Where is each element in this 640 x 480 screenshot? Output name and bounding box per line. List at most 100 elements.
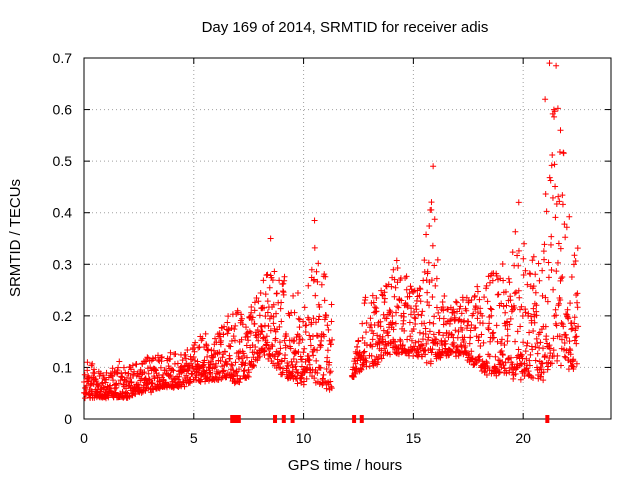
data-point: [264, 298, 271, 305]
data-point: [424, 289, 431, 296]
data-point: [474, 283, 481, 290]
data-point: [387, 308, 394, 315]
data-point: [189, 345, 196, 352]
gap-marker: [352, 415, 357, 423]
data-point: [390, 326, 397, 333]
data-point: [534, 340, 541, 347]
data-point: [544, 298, 551, 305]
data-point: [505, 355, 512, 362]
data-point: [421, 320, 428, 327]
data-point: [145, 370, 152, 377]
data-point: [520, 339, 527, 346]
data-point: [558, 275, 565, 282]
data-point: [263, 333, 270, 340]
data-point: [412, 321, 419, 328]
data-point: [455, 328, 462, 335]
data-point: [487, 305, 494, 312]
data-point: [181, 383, 188, 390]
data-point: [553, 322, 560, 329]
data-point: [84, 359, 91, 366]
data-point: [423, 231, 430, 238]
data-point: [311, 217, 318, 224]
x-tick-label: 15: [406, 430, 422, 446]
data-point: [514, 252, 521, 259]
data-point: [442, 340, 449, 347]
data-point: [266, 284, 273, 291]
data-point: [299, 336, 306, 343]
data-point: [196, 365, 203, 372]
data-point: [554, 105, 561, 112]
data-point: [265, 344, 272, 351]
data-point: [179, 357, 186, 364]
data-point: [366, 363, 373, 370]
data-point: [167, 355, 174, 362]
data-point: [138, 389, 145, 396]
data-point: [477, 343, 484, 350]
data-points: [81, 60, 582, 402]
data-point: [431, 313, 438, 320]
data-point: [189, 370, 196, 377]
data-point: [401, 327, 408, 334]
data-point: [434, 340, 441, 347]
data-point: [539, 360, 546, 367]
data-point: [234, 309, 241, 316]
data-point: [306, 316, 313, 323]
data-point: [296, 333, 303, 340]
data-point: [239, 321, 246, 328]
data-point: [393, 349, 400, 356]
data-point: [421, 257, 428, 264]
data-point: [455, 317, 462, 324]
data-point: [291, 309, 298, 316]
data-point: [449, 348, 456, 355]
data-point: [290, 355, 297, 362]
data-point: [109, 365, 116, 372]
data-point: [368, 352, 375, 359]
data-point: [548, 162, 555, 169]
x-tick-label: 10: [296, 430, 312, 446]
data-point: [297, 375, 304, 382]
data-point: [369, 292, 376, 299]
data-point: [234, 372, 241, 379]
data-point: [417, 345, 424, 352]
data-point: [255, 337, 262, 344]
data-point: [321, 271, 328, 278]
data-point: [495, 291, 502, 298]
data-point: [458, 318, 465, 325]
data-point: [103, 369, 110, 376]
data-point: [271, 325, 278, 332]
data-point: [434, 256, 441, 263]
data-point: [490, 329, 497, 336]
data-point: [390, 266, 397, 273]
data-point: [381, 289, 388, 296]
data-point: [380, 327, 387, 334]
data-point: [314, 347, 321, 354]
data-point: [404, 336, 411, 343]
data-point: [385, 332, 392, 339]
data-point: [542, 294, 549, 301]
data-point: [248, 358, 255, 365]
data-point: [530, 327, 537, 334]
data-point: [264, 309, 271, 316]
data-point: [302, 328, 309, 335]
data-point: [531, 319, 538, 326]
data-point: [558, 319, 565, 326]
data-point: [542, 190, 549, 197]
data-point: [452, 298, 459, 305]
data-point: [307, 336, 314, 343]
data-point: [381, 295, 388, 302]
data-point: [514, 328, 521, 335]
data-point: [541, 241, 548, 248]
data-point: [436, 329, 443, 336]
data-point: [350, 364, 357, 371]
data-point: [110, 377, 117, 384]
data-point: [458, 310, 465, 317]
data-point: [363, 329, 370, 336]
data-point: [192, 339, 199, 346]
data-point: [549, 194, 556, 201]
data-point: [328, 318, 335, 325]
data-point: [511, 290, 518, 297]
data-point: [538, 326, 545, 333]
data-point: [428, 206, 435, 213]
data-point: [504, 318, 511, 325]
data-point: [424, 298, 431, 305]
